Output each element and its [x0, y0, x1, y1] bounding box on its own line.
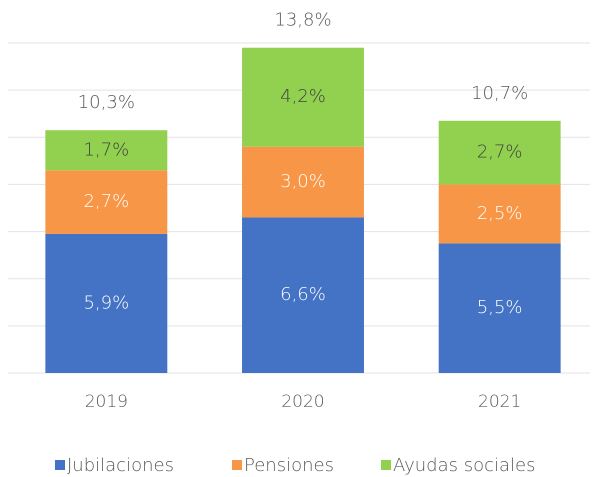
value-label: 4,2% [280, 86, 326, 107]
bar-segment [242, 217, 364, 373]
bar-segment [45, 170, 168, 234]
legend-label: Pensiones [244, 455, 334, 476]
value-label: 2,7% [477, 142, 523, 163]
total-label: 10,7% [471, 83, 528, 104]
x-tick-label: 2019 [85, 392, 128, 412]
value-label: 5,5% [477, 297, 523, 318]
legend-swatch [232, 460, 242, 470]
bar-segment [242, 146, 364, 218]
value-label: 6,6% [280, 284, 326, 305]
value-label: 2,5% [477, 203, 523, 224]
bar-segment [438, 120, 561, 185]
bar-segment [242, 47, 364, 147]
legend-label: Jubilaciones [67, 455, 174, 476]
x-tick-label: 2021 [478, 392, 521, 412]
legend-swatch [55, 460, 65, 470]
value-label: 5,9% [83, 292, 129, 313]
bar-segment [438, 184, 561, 244]
x-tick-label: 2020 [281, 392, 324, 412]
value-label: 3,0% [280, 171, 326, 192]
legend-swatch [381, 460, 391, 470]
total-label: 10,3% [78, 92, 135, 113]
bar-segment [45, 130, 168, 171]
legend-label: Ayudas sociales [393, 455, 535, 476]
value-label: 1,7% [83, 139, 129, 160]
bar-segment [438, 243, 561, 373]
total-label: 13,8% [274, 10, 331, 31]
bar-segment [45, 233, 168, 373]
value-label: 2,7% [83, 191, 129, 212]
